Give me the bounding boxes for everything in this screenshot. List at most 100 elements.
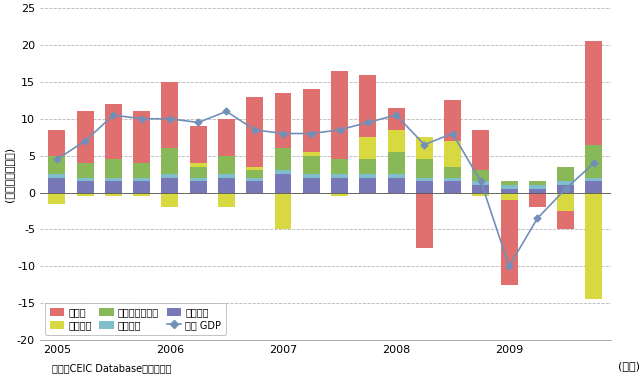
Bar <box>473 130 489 170</box>
Bar <box>388 174 404 178</box>
Bar <box>218 178 235 192</box>
Bar <box>274 192 292 230</box>
Bar <box>190 178 207 182</box>
Bar <box>585 192 602 300</box>
Bar <box>444 141 461 167</box>
Bar <box>557 185 574 192</box>
Bar <box>77 182 93 192</box>
Bar <box>388 152 404 174</box>
Text: (年期): (年期) <box>618 361 640 371</box>
Bar <box>500 200 518 285</box>
Bar <box>500 185 518 189</box>
Bar <box>388 178 404 192</box>
Bar <box>218 156 235 174</box>
Legend: 純輸出, 在庫投資, 総固定資本形成, 政府消費, 民間消費, 実質 GDP: 純輸出, 在庫投資, 総固定資本形成, 政府消費, 民間消費, 実質 GDP <box>45 303 226 335</box>
Bar <box>133 163 150 178</box>
Bar <box>105 182 122 192</box>
Bar <box>303 89 320 152</box>
Bar <box>359 137 376 159</box>
Bar <box>331 192 348 196</box>
Bar <box>529 182 546 185</box>
Bar <box>585 145 602 178</box>
Bar <box>133 111 150 163</box>
Bar <box>557 182 574 185</box>
Bar <box>77 178 93 182</box>
Bar <box>444 182 461 192</box>
Bar <box>162 192 178 207</box>
Bar <box>77 192 93 196</box>
Bar <box>246 167 263 170</box>
Bar <box>105 178 122 182</box>
Bar <box>77 163 93 178</box>
Bar <box>500 189 518 192</box>
Bar <box>331 159 348 174</box>
Bar <box>331 178 348 192</box>
Bar <box>557 192 574 211</box>
Bar <box>473 185 489 192</box>
Y-axis label: (％、％ポイント): (％、％ポイント) <box>4 147 14 202</box>
Bar <box>557 167 574 182</box>
Bar <box>105 159 122 178</box>
Bar <box>557 211 574 230</box>
Bar <box>246 97 263 167</box>
Bar <box>303 152 320 156</box>
Bar <box>500 182 518 185</box>
Bar <box>444 100 461 141</box>
Bar <box>48 156 66 174</box>
Bar <box>162 148 178 174</box>
Bar <box>416 159 433 178</box>
Bar <box>585 182 602 192</box>
Bar <box>529 189 546 192</box>
Bar <box>190 182 207 192</box>
Bar <box>500 192 518 200</box>
Bar <box>218 192 235 207</box>
Bar <box>331 71 348 159</box>
Bar <box>473 192 489 196</box>
Bar <box>529 185 546 189</box>
Bar <box>246 178 263 182</box>
Bar <box>359 75 376 137</box>
Bar <box>444 167 461 178</box>
Bar <box>473 170 489 182</box>
Bar <box>274 148 292 170</box>
Bar <box>105 104 122 159</box>
Bar <box>133 178 150 182</box>
Bar <box>473 182 489 185</box>
Bar <box>331 174 348 178</box>
Bar <box>190 126 207 163</box>
Bar <box>274 170 292 174</box>
Bar <box>48 174 66 178</box>
Bar <box>303 174 320 178</box>
Bar <box>359 178 376 192</box>
Bar <box>585 41 602 145</box>
Bar <box>388 130 404 152</box>
Bar <box>48 192 66 204</box>
Bar <box>190 163 207 167</box>
Bar <box>585 178 602 182</box>
Bar <box>218 174 235 178</box>
Bar <box>190 167 207 178</box>
Bar <box>359 159 376 174</box>
Bar <box>133 192 150 196</box>
Bar <box>246 182 263 192</box>
Bar <box>529 192 546 207</box>
Bar <box>246 170 263 178</box>
Bar <box>162 174 178 178</box>
Bar <box>48 178 66 192</box>
Bar <box>416 182 433 192</box>
Bar <box>105 192 122 196</box>
Bar <box>416 192 433 248</box>
Bar <box>274 174 292 192</box>
Bar <box>162 82 178 148</box>
Bar <box>162 178 178 192</box>
Bar <box>218 119 235 156</box>
Bar <box>388 108 404 130</box>
Bar <box>303 156 320 174</box>
Bar <box>303 178 320 192</box>
Bar <box>416 137 433 159</box>
Bar <box>133 182 150 192</box>
Bar <box>77 111 93 163</box>
Text: 資料：CEIC Databaseから作成。: 資料：CEIC Databaseから作成。 <box>52 363 171 373</box>
Bar <box>359 174 376 178</box>
Bar <box>274 93 292 148</box>
